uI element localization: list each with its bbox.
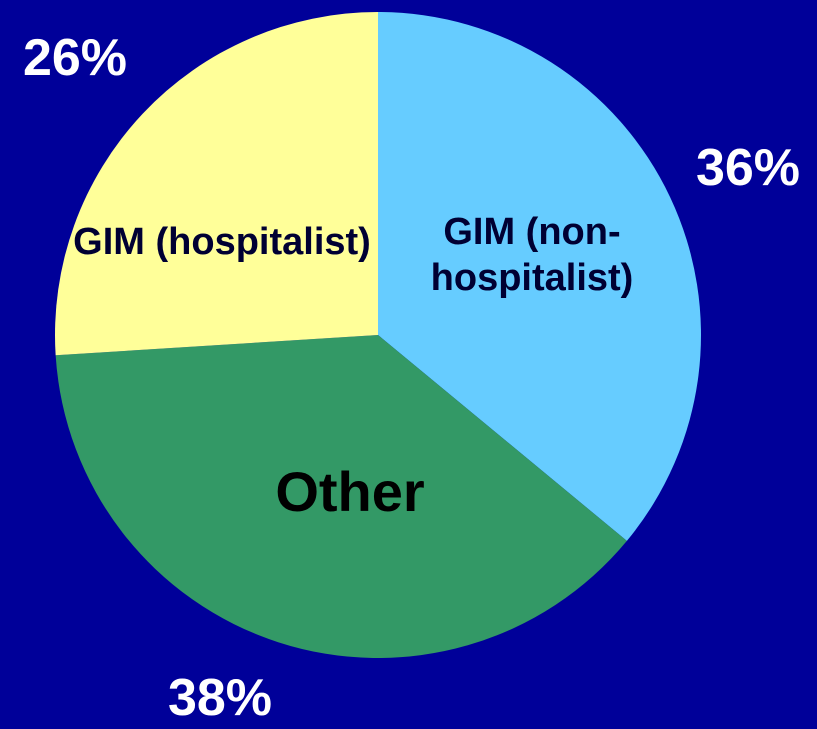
value-label: 38% (167, 668, 273, 727)
pie-slice (378, 12, 701, 541)
slice-label: GIM (hospitalist) (73, 221, 371, 264)
pie-slice (55, 12, 378, 356)
pie-slice (55, 335, 627, 658)
value-label: 36% (695, 138, 801, 197)
value-label: 26% (22, 28, 128, 87)
slice-label: GIM (non-hospitalist) (430, 211, 634, 299)
slice-label: Other (275, 460, 425, 524)
